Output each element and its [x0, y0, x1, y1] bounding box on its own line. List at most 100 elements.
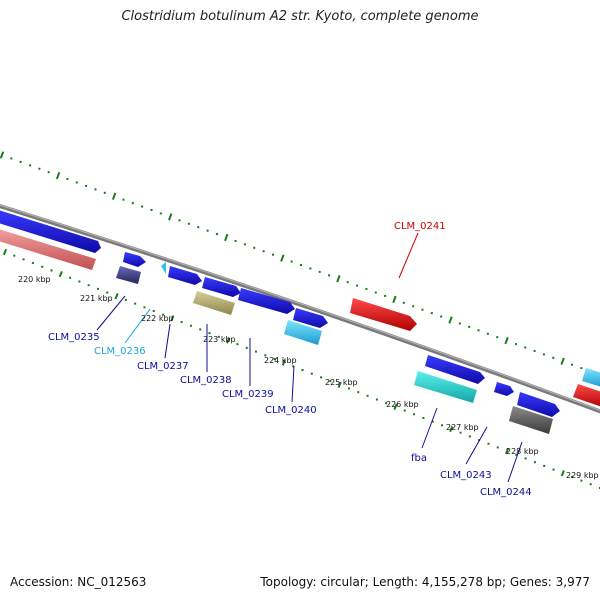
minor-tick: [328, 274, 331, 277]
minor-tick: [524, 346, 527, 349]
minor-tick: [301, 369, 304, 371]
minor-tick: [366, 394, 369, 397]
major-tick: [504, 447, 510, 455]
minor-tick: [41, 265, 44, 268]
minor-tick: [496, 336, 499, 339]
minor-tick: [292, 365, 295, 368]
leader-clm0241: [398, 232, 419, 279]
gene-feature-fba[interactable]: [425, 355, 485, 384]
gene-label[interactable]: CLM_0239: [222, 389, 274, 400]
minor-tick: [271, 253, 274, 256]
minor-tick: [468, 325, 471, 328]
gene-label[interactable]: CLM_0236: [94, 346, 146, 357]
major-tick: [560, 357, 565, 365]
gene-feature-clm0239[interactable]: [238, 288, 295, 314]
minor-tick: [552, 356, 555, 359]
minor-tick: [440, 424, 443, 427]
major-tick: [170, 315, 175, 322]
major-tick: [337, 381, 342, 388]
minor-tick: [234, 239, 237, 242]
major-tick: [168, 213, 173, 221]
gene-label[interactable]: CLM_0235: [48, 332, 100, 343]
minor-tick: [106, 291, 109, 294]
minor-tick: [515, 453, 518, 456]
minor-tick: [589, 483, 592, 486]
gene-label[interactable]: CLM_0238: [180, 375, 232, 386]
gene-feature-edge-red[interactable]: [573, 384, 600, 408]
leader-clm0240: [291, 365, 295, 403]
gene-feature-gray[interactable]: [509, 406, 553, 434]
minor-tick: [318, 270, 321, 273]
minor-tick: [459, 431, 462, 434]
gene-label[interactable]: CLM_0240: [265, 405, 317, 416]
gene-feature-forward-1[interactable]: [0, 209, 101, 253]
gene-feature-teal[interactable]: [414, 371, 477, 403]
minor-tick: [403, 409, 406, 412]
minor-tick: [96, 287, 99, 290]
gene-feature-clm0240[interactable]: [293, 308, 328, 328]
minor-tick: [124, 298, 127, 301]
map-title: Clostridium botulinum A2 str. Kyoto, com…: [121, 9, 479, 24]
minor-tick: [514, 343, 517, 346]
gene-feature-khaki[interactable]: [193, 291, 235, 315]
minor-tick: [440, 315, 443, 318]
minor-tick: [486, 332, 489, 335]
gene-label[interactable]: CLM_0243: [440, 470, 492, 481]
gene-label[interactable]: fba: [411, 453, 427, 464]
gene-feature-clm0237[interactable]: [168, 266, 202, 285]
minor-tick: [357, 391, 360, 394]
minor-tick: [320, 376, 323, 379]
minor-tick: [329, 380, 332, 383]
tick-label: 224 kbp: [264, 356, 297, 365]
tick-label: 229 kbp: [566, 471, 599, 480]
gene-label[interactable]: CLM_0237: [137, 361, 189, 372]
minor-tick: [78, 280, 81, 283]
minor-tick: [31, 262, 34, 265]
minor-tick: [524, 457, 527, 460]
minor-tick: [131, 202, 134, 205]
minor-tick: [413, 413, 416, 416]
minor-tick: [87, 284, 90, 287]
genome-backbone: [0, 204, 600, 414]
major-tick: [2, 248, 8, 256]
minor-tick: [134, 302, 137, 305]
minor-tick: [197, 226, 200, 229]
minor-tick: [22, 258, 25, 261]
gene-feature-clm0235[interactable]: [116, 266, 141, 284]
genome-backbone-highlight: [0, 204, 600, 411]
minor-tick: [85, 184, 88, 187]
gene-feature-salmon[interactable]: [0, 228, 96, 270]
minor-tick: [580, 367, 583, 370]
gene-label[interactable]: CLM_0241: [394, 221, 446, 232]
major-tick: [448, 316, 453, 324]
minor-tick: [10, 157, 13, 160]
leader-clm0235: [96, 295, 126, 331]
minor-tick: [468, 435, 471, 438]
gene-label[interactable]: CLM_0244: [480, 487, 532, 498]
gene-feature-small-cyan[interactable]: [161, 262, 166, 274]
gene-feature-clm0244[interactable]: [517, 392, 560, 417]
minor-tick: [431, 420, 434, 423]
minor-tick: [384, 294, 387, 297]
minor-tick: [66, 178, 69, 181]
minor-tick: [570, 363, 573, 366]
gene-feature-edge-cyan[interactable]: [582, 368, 600, 388]
gene-feature-clm0236-arrow[interactable]: [123, 252, 146, 267]
gene-feature-cyan-reverse[interactable]: [284, 320, 322, 345]
major-tick: [226, 337, 231, 344]
minor-tick: [430, 312, 433, 315]
minor-tick: [47, 171, 50, 174]
leader-clm0237: [164, 323, 171, 359]
minor-tick: [50, 269, 53, 272]
gene-feature-clm0241[interactable]: [350, 298, 417, 331]
minor-tick: [215, 233, 218, 236]
gene-feature-clm0243[interactable]: [494, 382, 514, 396]
minor-tick: [159, 212, 162, 215]
tick-label: 222 kbp: [141, 314, 174, 323]
gene-feature-clm0238[interactable]: [202, 277, 241, 297]
minor-tick: [458, 322, 461, 325]
minor-tick: [477, 329, 480, 332]
major-tick: [393, 403, 398, 411]
minor-tick: [189, 324, 192, 327]
